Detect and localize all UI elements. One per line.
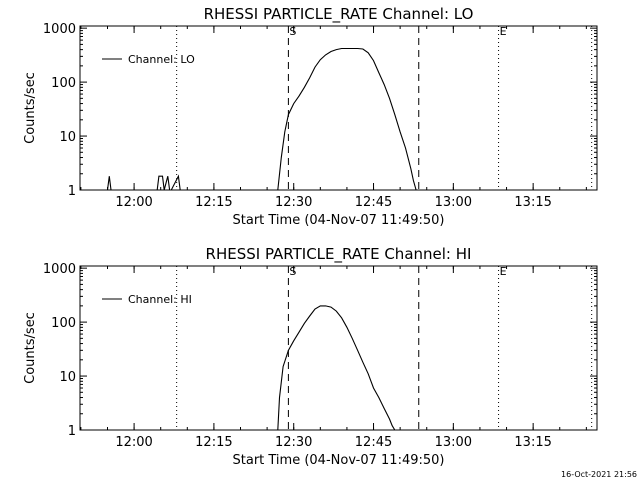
x-tick-label: 13:00 — [435, 195, 472, 210]
y-tick-label: 100 — [51, 316, 76, 331]
y-tick-label: 10 — [59, 130, 76, 145]
x-axis-label: Start Time (04-Nov-07 11:49:50) — [233, 453, 445, 468]
y-tick-label: 100 — [51, 76, 76, 91]
x-axis-label: Start Time (04-Nov-07 11:49:50) — [233, 213, 445, 228]
y-axis-label: Counts/sec — [23, 312, 38, 384]
plot-frame — [79, 25, 598, 191]
series-line — [277, 305, 396, 431]
chart-title: RHESSI PARTICLE_RATE Channel: HI — [206, 245, 472, 264]
x-tick-label: 12:00 — [115, 435, 152, 450]
x-tick-label: 13:00 — [435, 435, 472, 450]
marker-label: S — [289, 25, 296, 38]
marker-label: S — [289, 265, 296, 278]
x-tick-label: 12:15 — [195, 195, 232, 210]
x-tick-label: 13:15 — [514, 435, 551, 450]
chart-title: RHESSI PARTICLE_RATE Channel: LO — [204, 5, 474, 24]
chart-hi: RHESSI PARTICLE_RATE Channel: HI 12:00 12:… — [23, 245, 598, 468]
y-tick-label: 1000 — [43, 262, 76, 277]
y-tick-label: 1 — [68, 424, 76, 439]
y-tick-label: 10 — [59, 370, 76, 385]
x-tick-label: 13:15 — [514, 195, 551, 210]
x-tick-label: 12:30 — [275, 195, 312, 210]
marker-label: E — [500, 25, 507, 38]
x-tick-label: 12:00 — [115, 195, 152, 210]
x-tick-label: 12:15 — [195, 435, 232, 450]
x-tick-label: 12:45 — [355, 435, 392, 450]
legend-label: Channel: LO — [128, 53, 195, 66]
plot-frame — [79, 265, 598, 431]
marker-label: E — [500, 265, 507, 278]
x-tick-label: 12:30 — [275, 435, 312, 450]
y-tick-label: 1000 — [43, 22, 76, 37]
x-tick-label: 12:45 — [355, 195, 392, 210]
series-line — [106, 47, 417, 191]
footer-timestamp: 16-Oct-2021 21:56 — [561, 470, 637, 479]
legend-label: Channel: HI — [128, 293, 192, 306]
y-tick-label: 1 — [68, 184, 76, 199]
y-axis-label: Counts/sec — [23, 72, 38, 144]
chart-lo: RHESSI PARTICLE_RATE Channel: LO 12:00 12:… — [23, 5, 598, 228]
